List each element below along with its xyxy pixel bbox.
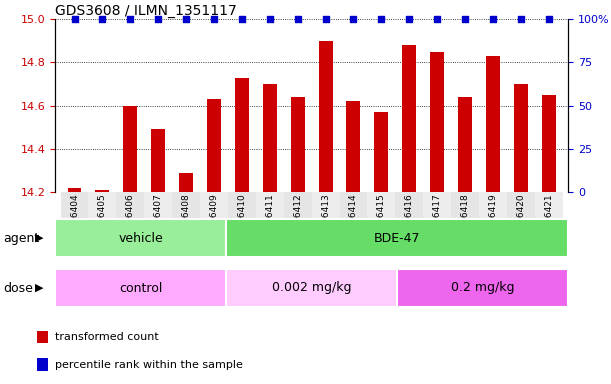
Text: GSM496408: GSM496408: [181, 194, 191, 248]
Text: GSM496407: GSM496407: [154, 194, 163, 248]
Bar: [402, 45, 416, 192]
Bar: [123, 106, 137, 192]
Bar: [346, 101, 360, 192]
Text: GSM496417: GSM496417: [433, 194, 442, 248]
Point: [432, 16, 442, 22]
Bar: [37, 358, 48, 371]
Bar: [458, 97, 472, 192]
Text: GDS3608 / ILMN_1351117: GDS3608 / ILMN_1351117: [55, 4, 236, 18]
Text: GSM496415: GSM496415: [377, 194, 386, 248]
Bar: [60, 192, 89, 219]
Point: [404, 16, 414, 22]
Text: vehicle: vehicle: [118, 232, 163, 245]
Bar: [116, 192, 144, 219]
Text: ▶: ▶: [35, 233, 44, 243]
Text: agent: agent: [3, 232, 39, 245]
Bar: [430, 51, 444, 192]
Text: GSM496406: GSM496406: [126, 194, 135, 248]
Bar: [207, 99, 221, 192]
Text: BDE-47: BDE-47: [374, 232, 420, 245]
Point: [98, 16, 108, 22]
Bar: [235, 78, 249, 192]
Text: GSM496416: GSM496416: [404, 194, 414, 248]
Point: [321, 16, 331, 22]
Bar: [367, 192, 395, 219]
Text: GSM496418: GSM496418: [461, 194, 469, 248]
Text: ▶: ▶: [35, 283, 44, 293]
Point: [181, 16, 191, 22]
Bar: [397, 269, 568, 307]
Point: [516, 16, 525, 22]
Bar: [542, 95, 555, 192]
Text: GSM496421: GSM496421: [544, 194, 553, 248]
Point: [153, 16, 163, 22]
Point: [348, 16, 358, 22]
Text: GSM496413: GSM496413: [321, 194, 330, 248]
Bar: [144, 192, 172, 219]
Bar: [423, 192, 451, 219]
Text: dose: dose: [3, 281, 33, 295]
Text: GSM496410: GSM496410: [238, 194, 246, 248]
Point: [209, 16, 219, 22]
Bar: [152, 129, 165, 192]
Point: [265, 16, 275, 22]
Bar: [318, 41, 332, 192]
Text: GSM496420: GSM496420: [516, 194, 525, 248]
Bar: [514, 84, 528, 192]
Text: GSM496405: GSM496405: [98, 194, 107, 248]
Bar: [172, 192, 200, 219]
Text: GSM496414: GSM496414: [349, 194, 358, 248]
Text: transformed count: transformed count: [54, 332, 158, 342]
Text: GSM496404: GSM496404: [70, 194, 79, 248]
Bar: [375, 112, 389, 192]
Bar: [200, 192, 228, 219]
Text: percentile rank within the sample: percentile rank within the sample: [54, 359, 243, 370]
Bar: [89, 192, 116, 219]
Bar: [68, 188, 81, 192]
Point: [544, 16, 554, 22]
Text: control: control: [119, 281, 162, 295]
Bar: [284, 192, 312, 219]
Bar: [37, 331, 48, 343]
Bar: [179, 172, 193, 192]
Bar: [507, 192, 535, 219]
Text: GSM496409: GSM496409: [210, 194, 219, 248]
Bar: [228, 192, 256, 219]
Point: [237, 16, 247, 22]
Text: 0.002 mg/kg: 0.002 mg/kg: [272, 281, 351, 295]
Bar: [312, 192, 340, 219]
Point: [70, 16, 79, 22]
Bar: [95, 190, 109, 192]
Text: GSM496419: GSM496419: [488, 194, 497, 248]
Bar: [486, 56, 500, 192]
Bar: [55, 219, 226, 257]
Bar: [451, 192, 479, 219]
Bar: [395, 192, 423, 219]
Bar: [226, 219, 568, 257]
Point: [376, 16, 386, 22]
Bar: [340, 192, 367, 219]
Bar: [479, 192, 507, 219]
Text: GSM496412: GSM496412: [293, 194, 302, 248]
Point: [125, 16, 135, 22]
Bar: [55, 269, 226, 307]
Bar: [535, 192, 563, 219]
Point: [460, 16, 470, 22]
Point: [293, 16, 302, 22]
Bar: [226, 269, 397, 307]
Text: 0.2 mg/kg: 0.2 mg/kg: [451, 281, 514, 295]
Text: GSM496411: GSM496411: [265, 194, 274, 248]
Point: [488, 16, 498, 22]
Bar: [256, 192, 284, 219]
Bar: [263, 84, 277, 192]
Bar: [291, 97, 305, 192]
